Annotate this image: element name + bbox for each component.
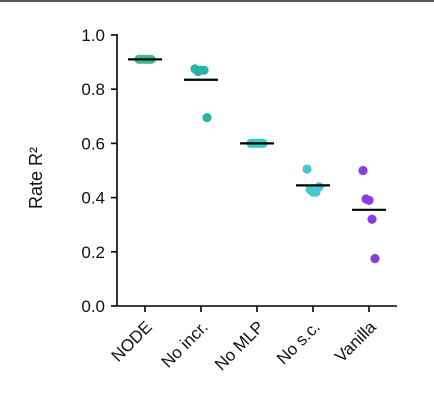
y-tick-label: 0.4 bbox=[81, 189, 105, 208]
x-tick-label: NODE bbox=[108, 317, 156, 365]
y-axis-title: Rate R² bbox=[26, 147, 46, 209]
data-point bbox=[364, 195, 374, 205]
data-point bbox=[367, 214, 377, 224]
y-tick-label: 0.0 bbox=[81, 297, 105, 316]
axes: 0.0 0.2 0.4 0.6 0.8 1.0 NODE No incr. No MLP No s… bbox=[81, 26, 397, 374]
data-point bbox=[302, 164, 312, 174]
data-point bbox=[202, 113, 212, 123]
x-tick-label: Vanilla bbox=[331, 317, 380, 366]
data-point bbox=[199, 65, 209, 75]
y-tick-label: 1.0 bbox=[81, 26, 105, 45]
data-point bbox=[314, 182, 324, 192]
data-point bbox=[370, 253, 380, 264]
x-tick-label: No incr. bbox=[158, 317, 212, 371]
x-tick-label: No s.c. bbox=[273, 317, 324, 368]
data-point bbox=[358, 165, 368, 176]
y-tick-label: 0.8 bbox=[81, 80, 105, 99]
data-marks bbox=[128, 54, 386, 264]
y-tick-label: 0.6 bbox=[81, 134, 105, 153]
y-tick-label: 0.2 bbox=[81, 243, 105, 262]
x-tick-label: No MLP bbox=[211, 317, 268, 374]
